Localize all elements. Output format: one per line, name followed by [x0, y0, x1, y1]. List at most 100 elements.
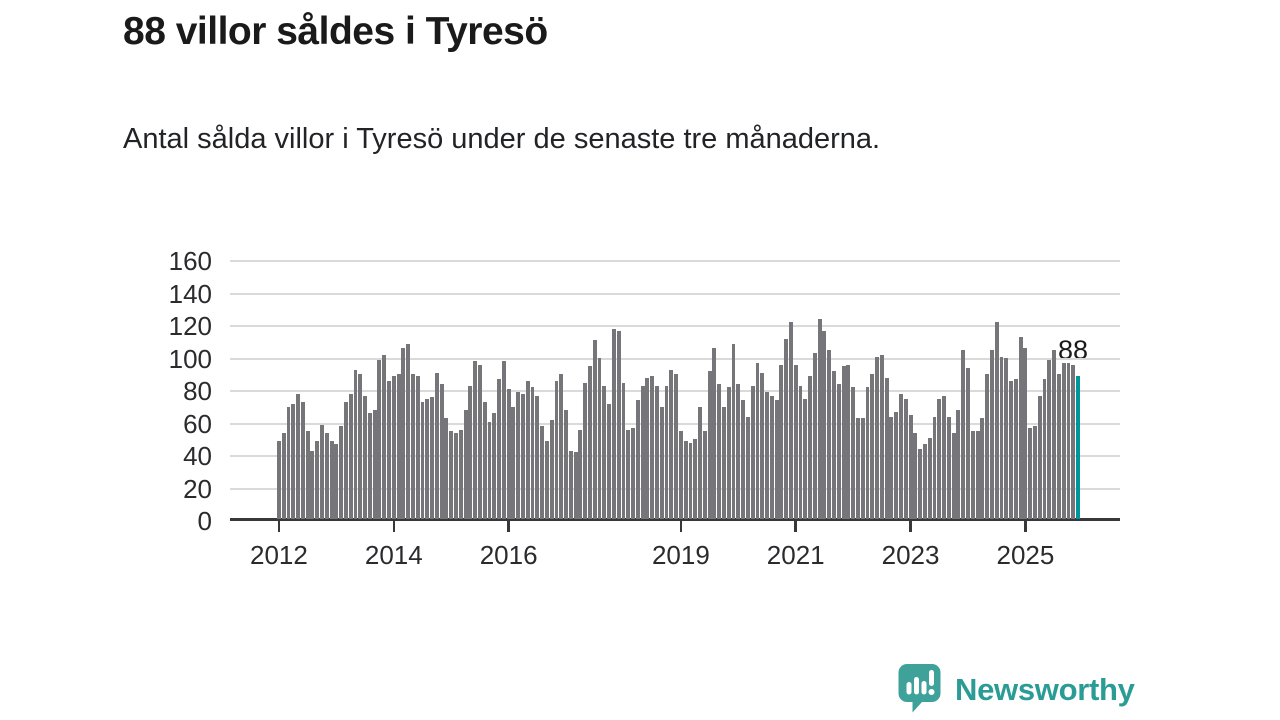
x-tick-mark: [277, 521, 281, 532]
bar: [353, 369, 358, 519]
x-axis-line: [230, 518, 1120, 521]
bar: [879, 354, 884, 519]
bar: [1037, 395, 1042, 519]
bar: [827, 350, 832, 519]
bar: [334, 444, 339, 519]
bar: [650, 376, 655, 519]
bar: [363, 395, 368, 519]
bar: [458, 429, 463, 519]
bar: [961, 350, 966, 519]
bar: [659, 406, 664, 519]
bar: [511, 406, 516, 519]
bar: [951, 432, 956, 519]
bar: [865, 387, 870, 519]
bar: [358, 374, 363, 519]
bar: [626, 429, 631, 519]
x-tick-mark: [1024, 521, 1027, 532]
bar: [745, 416, 750, 519]
bar: [832, 371, 836, 519]
bar: [277, 441, 281, 519]
y-tick-label: 60: [183, 408, 212, 439]
bar: [942, 395, 946, 519]
bar: [985, 374, 990, 519]
bar: [525, 380, 530, 519]
bar: [554, 380, 559, 519]
bar: [678, 431, 683, 519]
bar: [970, 431, 975, 519]
bar: [1018, 337, 1023, 519]
chart-subtitle: Antal sålda villor i Tyresö under de sen…: [123, 123, 881, 155]
x-tick-label: 2012: [250, 540, 308, 570]
bar: [870, 374, 875, 519]
gridline: [230, 292, 1120, 295]
bar: [602, 385, 607, 519]
bar: [1066, 363, 1071, 519]
newsworthy-wordmark: Newsworthy: [955, 672, 1135, 707]
bar: [779, 364, 784, 519]
bar: [918, 449, 923, 519]
bar: [822, 330, 827, 519]
bar: [410, 374, 415, 519]
bar: [975, 431, 980, 519]
y-axis-labels: 0 20 40 60 80 100 120 140 160: [97, 246, 212, 536]
bar: [741, 400, 746, 519]
bar: [588, 366, 592, 519]
y-tick-label: 120: [168, 311, 212, 341]
bar: [578, 429, 583, 519]
bar: [1071, 364, 1076, 519]
bar: [315, 441, 320, 519]
bar: [449, 431, 454, 519]
gridline: [230, 325, 1120, 327]
bar: [817, 319, 822, 519]
newsworthy-logo: Newsworthy: [896, 664, 1135, 716]
bar: [401, 348, 406, 519]
bar: [664, 385, 669, 519]
bar: [329, 441, 334, 519]
bar: [377, 359, 382, 519]
bar: [1009, 380, 1013, 519]
bar: [583, 382, 588, 519]
bar: [516, 392, 521, 519]
bar: [559, 374, 564, 519]
gridline: [230, 260, 1120, 262]
x-tick-mark: [507, 521, 510, 532]
bar: [966, 367, 970, 519]
bar: [1028, 428, 1033, 519]
bar: [415, 376, 420, 519]
y-tick-label: 80: [183, 376, 212, 406]
bar: [769, 395, 774, 519]
bar: [640, 385, 645, 519]
bar: [1042, 379, 1047, 519]
bar: [851, 387, 856, 519]
bar: [286, 406, 291, 519]
bar: [674, 374, 679, 519]
x-tick-mark: [679, 521, 683, 532]
bar: [631, 428, 635, 519]
bar: [693, 439, 698, 519]
x-tick-label: 2014: [364, 540, 423, 570]
bar: [568, 450, 573, 519]
bar: [487, 421, 492, 519]
y-tick-label: 140: [168, 278, 212, 309]
bar: [439, 384, 444, 519]
bar: [1023, 348, 1028, 519]
bar: [501, 361, 506, 519]
bar: [808, 376, 813, 519]
bar: [473, 361, 478, 519]
bar: [300, 402, 305, 519]
bar: [784, 338, 789, 519]
x-tick-label: 2025: [996, 540, 1055, 570]
y-tick-label: 0: [197, 506, 212, 536]
bar: [645, 377, 650, 519]
bar: [463, 410, 468, 519]
bar: [836, 384, 841, 519]
bar: [774, 400, 779, 519]
page-title: 88 villor såldes i Tyresö: [123, 10, 548, 53]
bar: [726, 387, 731, 519]
bar: [607, 403, 612, 519]
bar: [937, 398, 942, 519]
bar: [860, 418, 865, 519]
bar: [291, 403, 296, 519]
bar: [444, 418, 449, 519]
